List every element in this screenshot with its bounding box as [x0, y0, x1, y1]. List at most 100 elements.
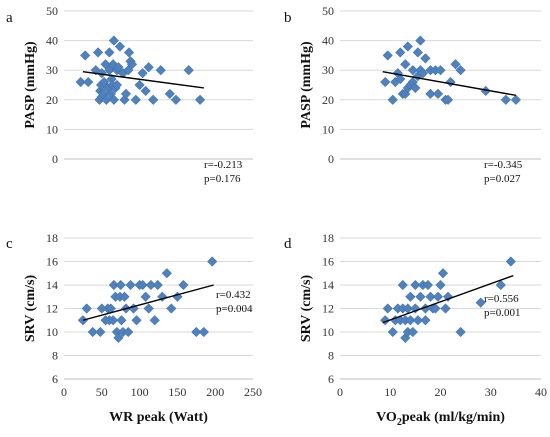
data-point [415, 35, 426, 46]
data-point [126, 59, 138, 70]
data-point [108, 94, 120, 105]
data-point [113, 332, 124, 344]
data-point [83, 76, 94, 88]
data-point [420, 53, 431, 64]
panel-letter: d [284, 236, 292, 252]
y-tick-label: 14 [46, 278, 58, 292]
data-point [207, 256, 218, 267]
y-tick-label: 10 [46, 122, 58, 136]
data-point [412, 47, 424, 58]
x-axis-label: WR peak (Watt) [109, 410, 208, 425]
data-point [435, 279, 446, 291]
data-point [164, 88, 175, 100]
data-point [387, 94, 398, 105]
data-point [119, 291, 130, 302]
data-point [510, 94, 522, 105]
x-tick-label: 200 [206, 385, 224, 399]
data-point [500, 94, 511, 105]
correlation-r: r=0.432 [216, 289, 251, 301]
p-value: p=0.176 [204, 173, 241, 185]
panel-letter: a [6, 10, 13, 26]
y-tick-label: 10 [322, 325, 334, 339]
y-tick-label: 12 [322, 302, 334, 316]
data-point [440, 303, 451, 314]
data-point [107, 315, 119, 326]
data-point [505, 256, 517, 267]
data-point [475, 297, 486, 308]
data-point [101, 94, 112, 105]
trend-line [82, 284, 214, 321]
y-tick-label: 40 [46, 34, 58, 48]
data-point [405, 291, 416, 302]
data-point [380, 76, 391, 88]
y-tick-label: 14 [322, 278, 334, 292]
data-point [417, 68, 429, 79]
data-point [432, 88, 444, 100]
data-point [108, 35, 120, 46]
y-tick-label: 12 [46, 302, 58, 316]
data-point [116, 315, 127, 326]
data-point [410, 303, 421, 314]
data-point [140, 85, 151, 97]
data-point [442, 291, 454, 302]
data-point [115, 279, 126, 291]
p-value: p=0.001 [484, 307, 520, 319]
panel-d: 6 8 10 12 14 16 18 0 10 20 30 40 SRV (cm/s) VO2peak (… [284, 231, 547, 428]
correlation-r: r=-0.213 [204, 159, 243, 171]
p-value: p=0.027 [484, 173, 521, 185]
trend-line [382, 70, 516, 97]
data-point [380, 315, 391, 326]
x-tick-label: 20 [435, 385, 447, 399]
data-point [114, 41, 126, 52]
data-point [113, 62, 124, 73]
data-point [125, 279, 136, 291]
y-tick-label: 16 [46, 255, 58, 269]
data-point [450, 59, 461, 70]
y-tick-label: 6 [328, 372, 334, 386]
data-point [123, 326, 134, 338]
data-point [120, 88, 132, 100]
data-point [95, 326, 106, 338]
panel-b: 0 10 20 30 40 50 PASP (mmHg) b r=-0.345 p=0.027 [284, 4, 541, 185]
y-tick-label: 16 [322, 255, 334, 269]
data-point [137, 279, 148, 291]
data-point [149, 315, 160, 326]
data-point [194, 94, 206, 105]
data-point [108, 279, 120, 291]
data-point [415, 291, 426, 302]
data-point [435, 65, 446, 76]
x-tick-label: 50 [96, 385, 108, 399]
y-tick-label: 6 [52, 372, 58, 386]
y-tick-label: 30 [322, 63, 334, 77]
data-point [455, 65, 466, 76]
data-point [445, 76, 456, 88]
data-point [166, 303, 177, 314]
x-tick-label: 10 [384, 385, 396, 399]
y-axis-label: SRV (cm/s) [23, 275, 38, 343]
data-point [152, 279, 163, 291]
y-tick-label: 18 [46, 231, 58, 245]
data-point [81, 303, 92, 314]
data-point [134, 79, 145, 91]
data-point [137, 68, 148, 79]
correlation-r: r=0.556 [484, 293, 519, 305]
data-point [111, 79, 123, 91]
y-axis-label: SRV (cm/s) [299, 275, 314, 343]
x-tick-label: 40 [535, 385, 547, 399]
data-point [425, 88, 436, 100]
y-tick-label: 10 [46, 325, 58, 339]
data-point [131, 315, 142, 326]
y-axis-label: PASP (mmHg) [299, 41, 314, 129]
y-tick-label: 8 [52, 349, 58, 363]
data-point [140, 291, 151, 302]
data-point [178, 279, 189, 291]
data-point [198, 326, 210, 338]
data-point [402, 41, 413, 52]
data-point [425, 291, 436, 302]
data-point [410, 82, 421, 94]
data-point [87, 326, 98, 338]
data-point [410, 279, 421, 291]
data-point [77, 315, 89, 326]
data-point [437, 268, 449, 279]
